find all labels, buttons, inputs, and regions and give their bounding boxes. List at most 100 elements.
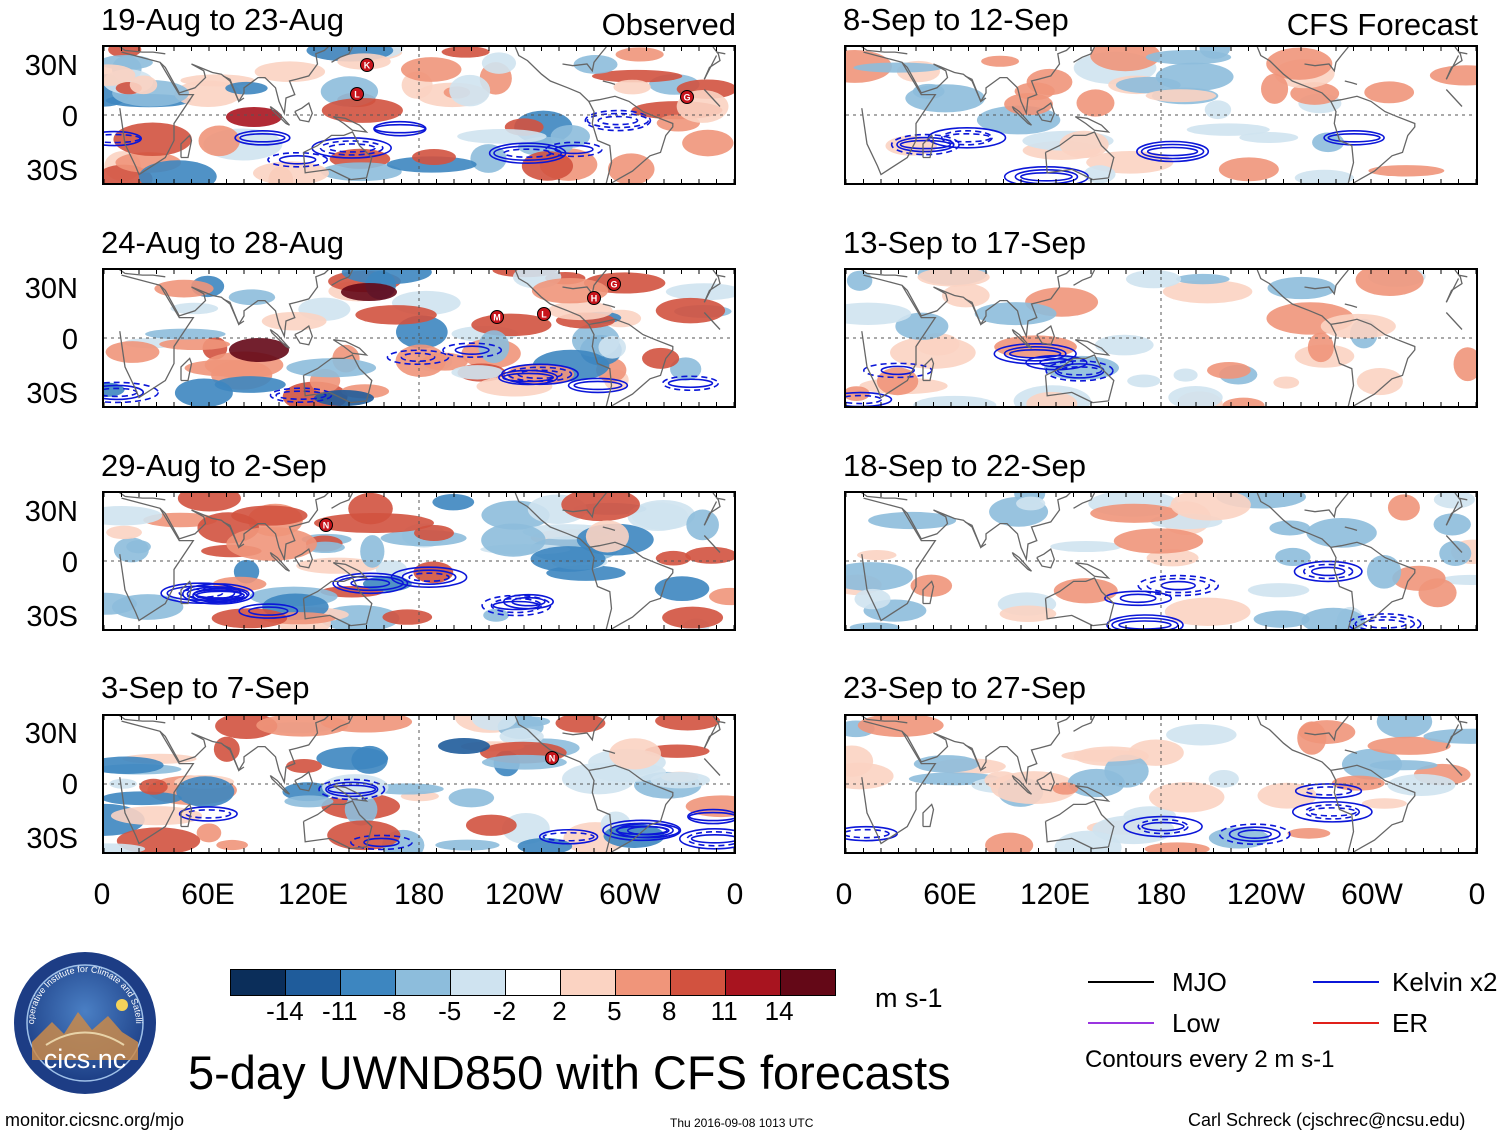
kelvin-contour bbox=[1327, 132, 1381, 143]
lat-label-30s: 30S bbox=[26, 823, 78, 855]
westerly-anomaly bbox=[355, 305, 437, 325]
kelvin-contour bbox=[267, 151, 329, 168]
coastline bbox=[562, 47, 607, 73]
storm-marker: G bbox=[680, 90, 694, 104]
units-label: m s-1 bbox=[875, 983, 943, 1013]
coastline bbox=[159, 716, 329, 785]
kelvin-contour bbox=[1323, 129, 1385, 146]
coastline bbox=[703, 493, 721, 526]
kelvin-contour bbox=[386, 349, 450, 366]
coastline bbox=[901, 270, 1071, 339]
westerly-anomaly bbox=[1206, 361, 1251, 379]
kelvin-contour bbox=[350, 834, 413, 851]
kelvin-contour bbox=[1307, 807, 1357, 817]
colorbar-tick-label: 14 bbox=[764, 996, 794, 1026]
westerly-anomaly bbox=[890, 336, 976, 369]
kelvin-contour bbox=[1304, 786, 1353, 796]
coastline bbox=[588, 318, 674, 406]
easterly-anomaly bbox=[170, 302, 219, 315]
coastline bbox=[1256, 270, 1355, 406]
coastline bbox=[1011, 105, 1032, 126]
coastline bbox=[1344, 303, 1358, 309]
westerly-anomaly bbox=[159, 338, 231, 351]
westerly-anomaly bbox=[231, 505, 308, 526]
coastline bbox=[269, 551, 290, 572]
colorbar-tick-label: 2 bbox=[552, 996, 567, 1026]
kelvin-contour bbox=[1104, 590, 1173, 607]
panel-title-obs-4: 3-Sep to 7-Sep bbox=[101, 670, 310, 705]
coastline bbox=[1344, 80, 1358, 86]
westerly-anomaly bbox=[105, 341, 160, 363]
coastline bbox=[1344, 749, 1358, 755]
kelvin-contour bbox=[538, 828, 599, 845]
kelvin-contour bbox=[502, 372, 555, 383]
kelvin-contour bbox=[880, 365, 915, 376]
coastline bbox=[159, 47, 329, 116]
easterly-anomaly bbox=[104, 756, 164, 774]
westerly-anomaly bbox=[465, 814, 517, 836]
colorbar-swatch bbox=[671, 970, 726, 995]
coastline bbox=[302, 354, 373, 404]
kelvin-contour bbox=[1291, 801, 1373, 823]
easterly-anomaly bbox=[686, 509, 719, 541]
easterly-anomaly bbox=[573, 55, 618, 74]
westerly-anomaly bbox=[1128, 739, 1184, 766]
kelvin-contour bbox=[248, 606, 289, 616]
easterly-anomaly bbox=[603, 823, 665, 848]
coastline bbox=[514, 493, 613, 629]
westerly-anomaly bbox=[1090, 503, 1179, 523]
westerly-anomaly bbox=[113, 122, 192, 157]
coastline bbox=[964, 521, 987, 549]
kelvin-contour bbox=[1141, 821, 1185, 832]
kelvin-contour bbox=[609, 822, 674, 839]
easterly-anomaly bbox=[1067, 768, 1125, 798]
kelvin-contour bbox=[442, 342, 503, 358]
easterly-anomaly bbox=[470, 144, 507, 173]
easterly-anomaly bbox=[849, 622, 901, 629]
coastline bbox=[514, 270, 613, 406]
westerly-anomaly bbox=[561, 493, 640, 522]
map-panel-obs-4: N bbox=[102, 714, 736, 854]
westerly-anomaly bbox=[1266, 47, 1333, 80]
colorbar-swatch bbox=[781, 970, 835, 995]
easterly-anomaly bbox=[341, 270, 432, 285]
coastline bbox=[922, 134, 935, 159]
easterly-anomaly bbox=[113, 537, 149, 563]
kelvin-contour bbox=[896, 136, 955, 153]
easterly-anomaly bbox=[670, 357, 702, 381]
main-title: 5-day UWND850 with CFS forecasts bbox=[188, 1046, 951, 1099]
lat-label-30n: 30N bbox=[24, 273, 78, 305]
kelvin-contour bbox=[502, 593, 554, 610]
coastline bbox=[901, 716, 1071, 785]
footer-url[interactable]: monitor.cicsnc.org/mjo bbox=[5, 1110, 185, 1130]
easterly-anomaly bbox=[435, 839, 500, 851]
storm-marker: L bbox=[537, 307, 551, 321]
coastline bbox=[1330, 764, 1416, 852]
coastline bbox=[1036, 325, 1055, 346]
easterly-anomaly bbox=[1176, 273, 1230, 285]
westerly-anomaly bbox=[1320, 313, 1396, 339]
westerly-anomaly bbox=[254, 61, 326, 83]
coastline bbox=[1304, 493, 1349, 519]
easterly-anomaly bbox=[598, 335, 626, 359]
coastline bbox=[964, 744, 987, 772]
map-canvas: K L G bbox=[104, 47, 734, 183]
strong-westerly-anomaly bbox=[286, 759, 322, 773]
coastline bbox=[1073, 47, 1096, 63]
panel-title-fc-3: 18-Sep to 22-Sep bbox=[843, 448, 1087, 483]
lat-label-eq: 0 bbox=[61, 547, 78, 579]
westerly-anomaly bbox=[999, 605, 1057, 622]
coastline bbox=[180, 357, 193, 382]
kelvin-contour bbox=[597, 115, 639, 126]
westerly-anomaly bbox=[211, 608, 288, 629]
coastline bbox=[1344, 526, 1358, 532]
coastline bbox=[1036, 102, 1055, 123]
kelvin-contour bbox=[373, 120, 427, 137]
westerly-anomaly bbox=[555, 716, 606, 733]
kelvin-contour bbox=[1293, 560, 1363, 583]
kelvin-contour bbox=[584, 109, 652, 132]
easterly-anomaly bbox=[1439, 540, 1472, 567]
lon-label: 180 bbox=[393, 878, 445, 911]
coastline bbox=[1074, 116, 1111, 133]
westerly-anomaly bbox=[941, 283, 990, 308]
